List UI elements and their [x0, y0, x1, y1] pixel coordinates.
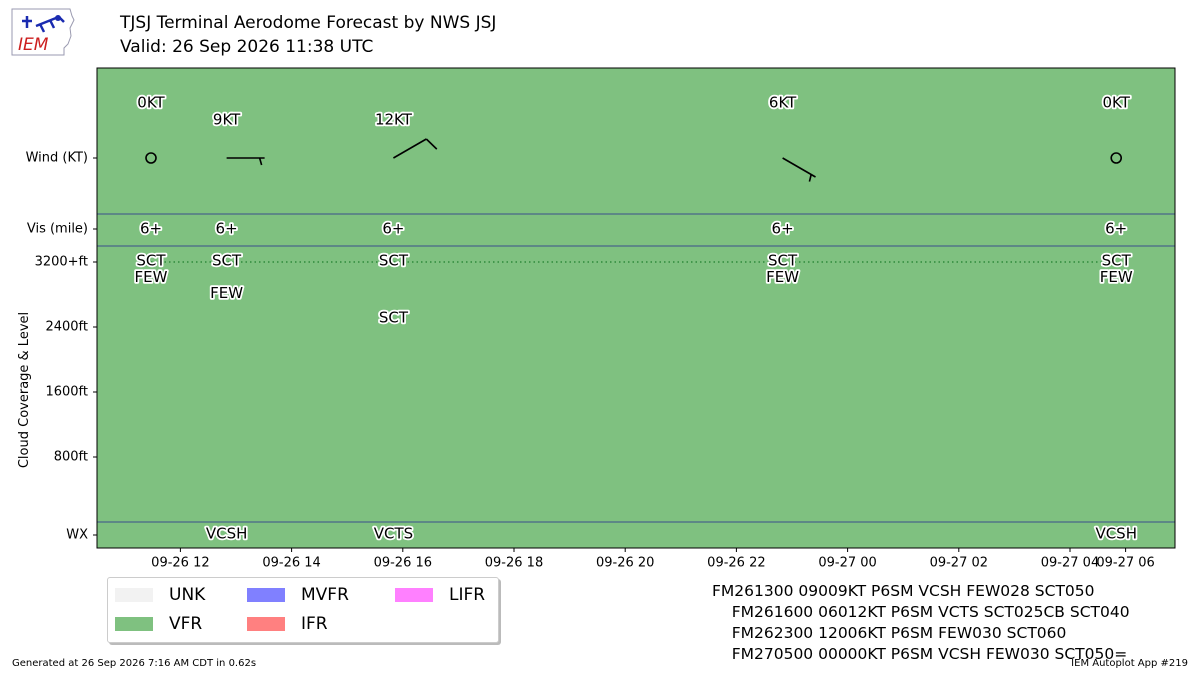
plot-background: [97, 68, 1175, 548]
wind-speed-label: 0KT: [137, 94, 165, 112]
visibility-label: 6+: [140, 220, 162, 238]
x-tick-label: 09-26 14: [262, 556, 320, 571]
legend-swatch-unk: [115, 588, 153, 602]
legend-item-mvfr: MVFR: [247, 585, 349, 605]
legend: UNK VFR MVFR IFR LIFR: [107, 577, 499, 643]
x-tick-label: 09-27 04: [1041, 556, 1099, 571]
wx-row-label: WX: [66, 528, 88, 543]
app-credit: IEM Autoplot App #219: [1071, 658, 1188, 669]
iem-logo: IEM: [11, 8, 75, 56]
plot-frame: [96, 67, 1176, 549]
generated-timestamp: Generated at 26 Sep 2026 7:16 AM CDT in …: [12, 658, 257, 669]
legend-label-vfr: VFR: [169, 614, 203, 634]
cloud-tick-label: 3200+ft: [35, 255, 88, 270]
legend-label-lifr: LIFR: [449, 585, 486, 605]
legend-swatch-mvfr: [247, 588, 285, 602]
cloud-label: FEW: [135, 268, 168, 286]
x-tick-label: 09-27 02: [930, 556, 988, 571]
barb-half: [808, 174, 812, 182]
legend-item-lifr: LIFR: [395, 585, 485, 605]
x-tick-label: 09-27 00: [818, 556, 876, 571]
wind-barb: [226, 157, 265, 166]
cloud-label: SCT: [379, 252, 409, 270]
x-tick-label: 09-26 22: [707, 556, 765, 571]
x-tick-label: 09-26 18: [485, 556, 543, 571]
visibility-label: 6+: [216, 220, 238, 238]
legend-item-unk: UNK: [115, 585, 205, 605]
cloud-label: SCT: [212, 252, 242, 270]
barb-half: [258, 157, 263, 166]
wind-speed-label: 9KT: [213, 111, 241, 129]
calm-wind-circle: [1110, 152, 1123, 164]
cloud-tick-label: 800ft: [54, 450, 88, 465]
cloud-tick-label: 1600ft: [45, 385, 88, 400]
label-layer: 6+ 6+ 6+ 6+ 6+SCTFEWSCTFEWSCTSCTSCTFEWSCTFEW…: [133, 218, 1139, 545]
weather-label: VCSH: [1095, 525, 1137, 543]
wind-layer: 0KT 9KT 12KT 6KT 0KT: [136, 92, 1132, 182]
taf-text: FM261300 09009KT P6SM VCSH FEW028 SCT050…: [712, 581, 1130, 665]
valid-time: Valid: 26 Sep 2026 11:38 UTC: [120, 37, 374, 57]
legend-label-mvfr: MVFR: [301, 585, 349, 605]
cloud-tick-label: 2400ft: [45, 320, 88, 335]
cloud-label: SCT: [768, 252, 798, 270]
wind-barb: [145, 152, 157, 164]
legend-swatch-vfr: [115, 617, 153, 631]
taf-line: FM270500 00000KT P6SM VCSH FEW030 SCT050…: [712, 645, 1128, 663]
chart-title: TJSJ Terminal Aerodome Forecast by NWS J…: [120, 13, 497, 33]
x-tick-label: 09-27 06: [1096, 556, 1154, 571]
wind-row-label: Wind (KT): [26, 151, 88, 166]
x-tick-label: 09-26 20: [596, 556, 654, 571]
y-axis: Wind (KT) Vis (mile) WX 3200+ft 2400ft 1600ft…: [26, 151, 97, 543]
vis-row-label: Vis (mile): [27, 222, 88, 237]
visibility-label: 6+: [1105, 220, 1127, 238]
weather-label: VCSH: [206, 525, 248, 543]
barb-staff: [393, 138, 427, 159]
wind-speed-label: 0KT: [1103, 94, 1131, 112]
iem-logo-text: IEM: [18, 35, 49, 55]
taf-line: FM261600 06012KT P6SM VCTS SCT025CB SCT0…: [712, 603, 1130, 621]
visibility-label: 6+: [772, 220, 794, 238]
cloud-label: FEW: [210, 284, 243, 302]
legend-swatch-lifr: [395, 588, 433, 602]
cloud-label: SCT: [1102, 252, 1132, 270]
legend-item-vfr: VFR: [115, 614, 202, 634]
cloud-axis-label: Cloud Coverage & Level: [17, 312, 32, 468]
legend-item-ifr: IFR: [247, 614, 328, 634]
cloud-label: FEW: [1100, 268, 1133, 286]
wind-barb: [393, 138, 438, 159]
visibility-label: 6+: [382, 220, 404, 238]
row-separators: [97, 213, 1175, 523]
barb-full: [425, 138, 438, 150]
cloud-label: FEW: [766, 268, 799, 286]
x-axis: 09-26 12 09-26 14 09-26 16 09-26 18 09-26 20…: [151, 548, 1155, 571]
x-tick-label: 09-26 16: [374, 556, 432, 571]
x-tick-label: 09-26 12: [151, 556, 209, 571]
wind-barb: [1110, 152, 1123, 164]
cloud-label: SCT: [136, 252, 166, 270]
taf-line: FM261300 09009KT P6SM VCSH FEW028 SCT050: [712, 582, 1095, 600]
legend-label-unk: UNK: [169, 585, 206, 605]
cloud-label: SCT: [379, 308, 409, 326]
barb-staff: [782, 157, 816, 178]
taf-line: FM262300 12006KT P6SM FEW030 SCT060: [712, 624, 1067, 642]
weather-label: VCTS: [374, 525, 413, 543]
wind-speed-label: 6KT: [769, 94, 797, 112]
wind-barb: [782, 157, 816, 182]
calm-wind-circle: [145, 152, 157, 164]
legend-label-ifr: IFR: [301, 614, 328, 634]
legend-swatch-ifr: [247, 617, 285, 631]
wind-speed-label: 12KT: [375, 111, 413, 129]
